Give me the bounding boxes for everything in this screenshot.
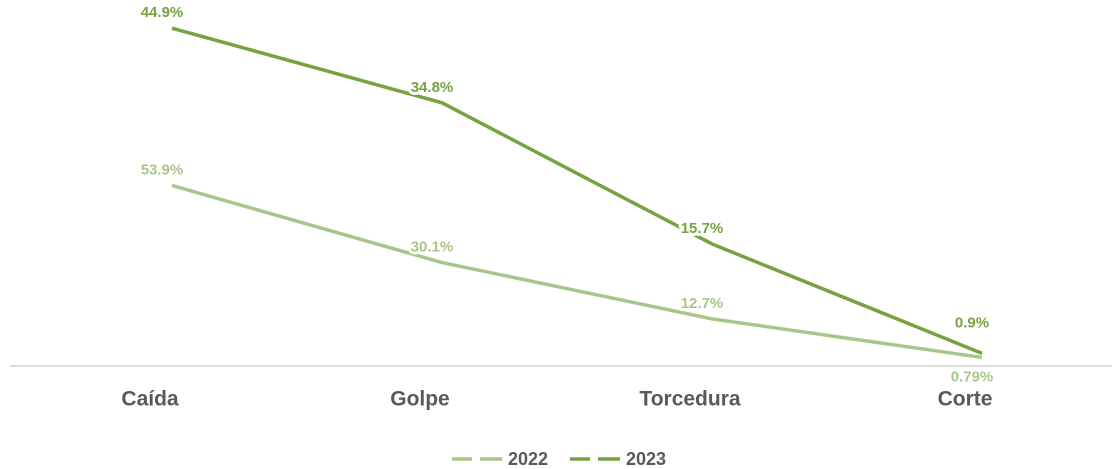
value-label: 53.9% bbox=[141, 161, 184, 178]
value-label: 44.9% bbox=[141, 4, 184, 21]
value-label: 0.9% bbox=[955, 314, 989, 331]
value-label: 0.79% bbox=[951, 368, 994, 385]
x-tick-label: Torcedura bbox=[639, 388, 740, 411]
value-label: 12.7% bbox=[681, 295, 724, 312]
x-tick-label: Caída bbox=[121, 388, 179, 411]
x-tick-label: Golpe bbox=[390, 388, 450, 411]
line bbox=[171, 26, 983, 355]
x-tick-label: Corte bbox=[938, 388, 993, 411]
value-label: 30.1% bbox=[411, 239, 454, 256]
line bbox=[171, 183, 983, 360]
legend-label: 2022 bbox=[508, 449, 548, 469]
value-label: 15.7% bbox=[681, 220, 724, 237]
value-label: 34.8% bbox=[411, 79, 454, 96]
legend-label: 2023 bbox=[626, 449, 666, 469]
